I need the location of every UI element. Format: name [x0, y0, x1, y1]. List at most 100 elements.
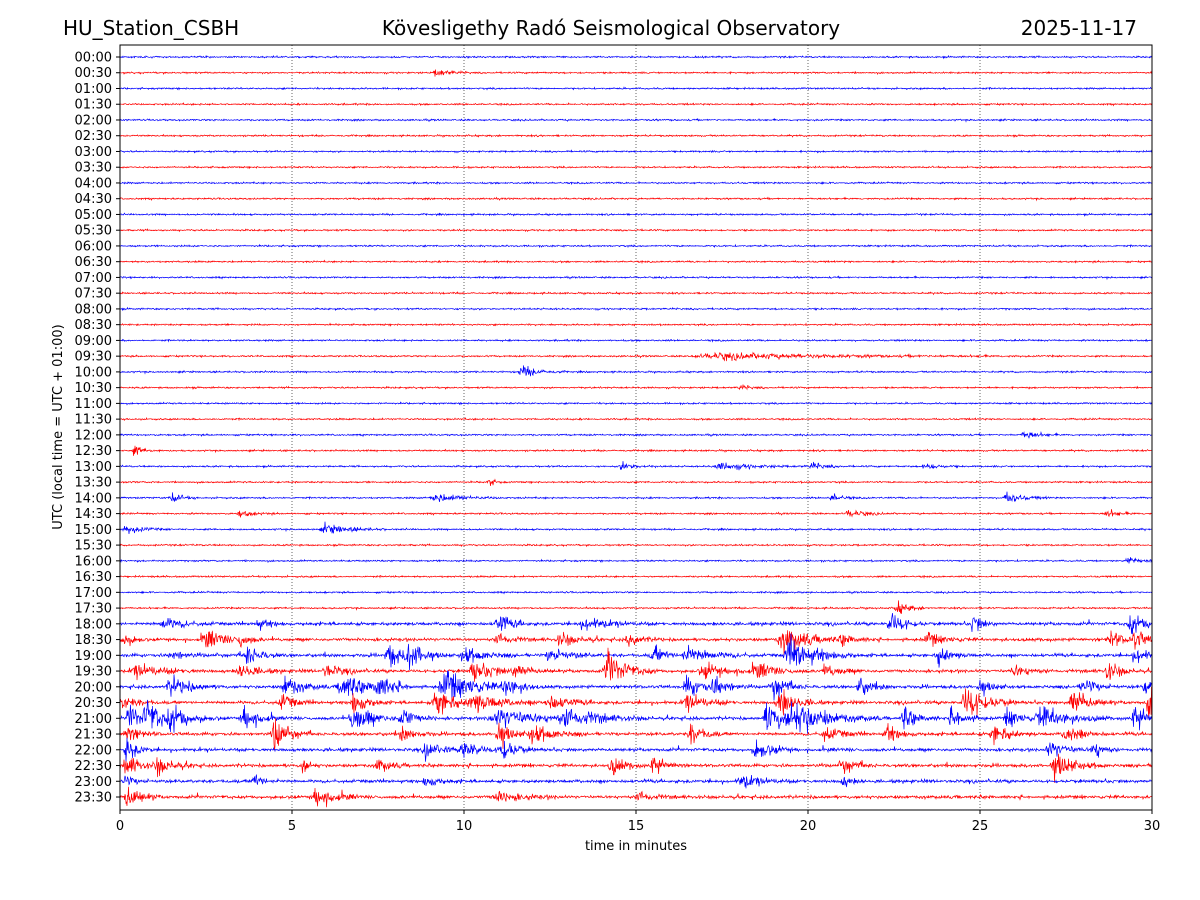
x-tick-label: 5 [288, 819, 296, 834]
trace-0400 [119, 180, 1153, 186]
trace-1630 [119, 574, 1153, 580]
y-tick-label: 22:30 [75, 759, 112, 774]
y-tick-label: 09:30 [75, 350, 112, 365]
y-tick-label: 23:30 [75, 791, 112, 806]
x-tick-label: 10 [456, 819, 473, 834]
trace-1600 [119, 557, 1153, 564]
trace-0830 [119, 322, 1153, 327]
trace-2200 [119, 737, 1153, 762]
trace-1900 [120, 633, 1153, 671]
y-tick-label: 13:30 [75, 476, 112, 491]
trace-2030 [119, 686, 1153, 717]
trace-1430 [119, 509, 1153, 518]
y-tick-label: 08:00 [75, 302, 112, 317]
date-title: 2025-11-17 [1021, 16, 1137, 40]
trace-1200 [119, 431, 1153, 439]
y-tick-label: 00:30 [75, 66, 112, 81]
y-tick-label: 14:00 [75, 491, 112, 506]
trace-1500 [119, 521, 1153, 535]
trace-0300 [119, 149, 1153, 154]
trace-0200 [119, 117, 1153, 123]
trace-0030 [119, 69, 1153, 77]
trace-0000 [120, 54, 1153, 60]
y-tick-label: 12:30 [75, 444, 112, 459]
y-tick-label: 18:00 [75, 617, 112, 632]
y-tick-label: 22:00 [75, 743, 112, 758]
y-tick-label: 21:30 [75, 728, 112, 743]
observatory-title: Kövesligethy Radó Seismological Observat… [382, 16, 840, 40]
trace-2100 [119, 699, 1153, 734]
y-tick-label: 10:00 [75, 365, 112, 380]
x-tick-label: 15 [628, 819, 645, 834]
trace-0600 [119, 243, 1153, 249]
x-tick-label: 20 [800, 819, 817, 834]
y-tick-label: 21:00 [75, 712, 112, 727]
y-axis-label: UTC (local time = UTC + 01:00) [51, 324, 66, 529]
y-tick-label: 06:30 [75, 255, 112, 270]
trace-1730 [119, 600, 1153, 614]
y-tick-label: 00:00 [75, 51, 112, 66]
trace-2230 [119, 753, 1153, 783]
trace-1100 [119, 401, 1153, 406]
trace-0630 [119, 259, 1153, 265]
trace-1830 [119, 630, 1153, 656]
x-axis: 0 5 10 15 20 25 30 [116, 810, 1160, 834]
y-tick-label: 14:30 [75, 507, 112, 522]
trace-1530 [119, 542, 1153, 548]
y-tick-label: 04:30 [75, 192, 112, 207]
trace-0430 [119, 196, 1153, 202]
y-tick-label: 03:30 [75, 161, 112, 176]
trace-2330 [119, 786, 1153, 808]
y-tick-label: 17:30 [75, 602, 112, 617]
trace-2000 [119, 670, 1153, 704]
y-tick-label: 15:00 [75, 523, 112, 538]
y-tick-label: 11:30 [75, 413, 112, 428]
trace-0330 [119, 165, 1153, 170]
y-tick-label: 04:00 [75, 176, 112, 191]
y-tick-label: 05:00 [75, 208, 112, 223]
trace-0100 [119, 86, 1153, 91]
y-tick-label: 05:30 [75, 224, 112, 239]
trace-0930 [119, 351, 1153, 362]
y-tick-label: 01:30 [75, 98, 112, 113]
trace-0800 [120, 306, 1153, 312]
y-tick-label: 16:30 [75, 570, 112, 585]
trace-1300 [119, 461, 1152, 471]
y-tick-label: 15:30 [75, 539, 112, 554]
y-tick-label: 03:00 [75, 145, 112, 160]
trace-1000 [119, 365, 1153, 377]
y-tick-label: 13:00 [75, 460, 112, 475]
y-axis: 00:0000:3001:0001:3002:0002:3003:0003:30… [75, 51, 120, 806]
trace-1930 [119, 647, 1153, 682]
y-tick-label: 19:00 [75, 649, 112, 664]
y-tick-label: 11:00 [75, 397, 112, 412]
trace-0230 [119, 133, 1153, 139]
trace-1130 [119, 417, 1153, 422]
y-tick-label: 06:00 [75, 239, 112, 254]
grid-lines [291, 45, 981, 810]
y-tick-label: 02:00 [75, 113, 112, 128]
y-tick-label: 18:30 [75, 633, 112, 648]
trace-1800 [119, 613, 1153, 635]
y-tick-label: 20:30 [75, 696, 112, 711]
y-tick-label: 02:30 [75, 129, 112, 144]
trace-1700 [119, 590, 1153, 595]
trace-1330 [119, 478, 1153, 487]
trace-2300 [119, 773, 1153, 789]
y-tick-label: 20:00 [75, 680, 112, 695]
y-tick-label: 19:30 [75, 665, 112, 680]
y-tick-label: 09:00 [75, 334, 112, 349]
trace-1030 [119, 384, 1153, 391]
trace-2130 [119, 718, 1153, 751]
station-title: HU_Station_CSBH [63, 16, 239, 40]
trace-0700 [119, 275, 1153, 281]
x-tick-label: 0 [116, 819, 124, 834]
y-tick-label: 07:00 [75, 271, 112, 286]
y-tick-label: 08:30 [75, 318, 112, 333]
y-tick-label: 12:00 [75, 428, 112, 443]
y-tick-label: 23:00 [75, 775, 112, 790]
trace-1400 [119, 491, 1153, 502]
y-tick-label: 01:00 [75, 82, 112, 97]
x-axis-label: time in minutes [585, 839, 687, 854]
